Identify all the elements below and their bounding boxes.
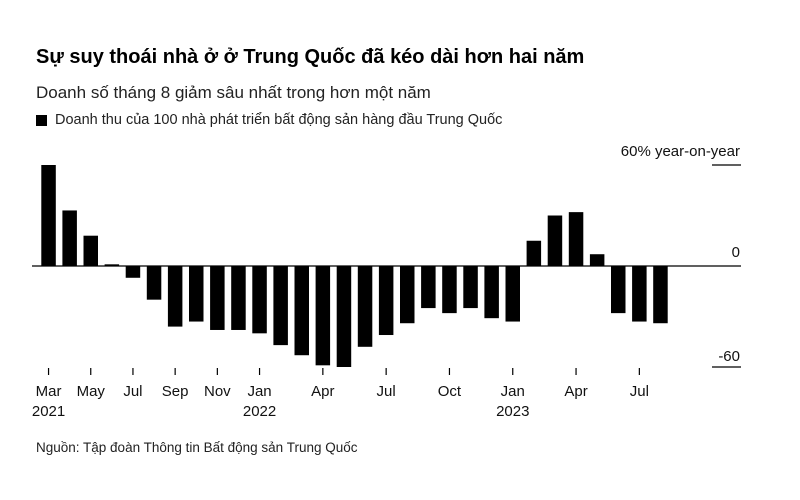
x-tick-label: Jul	[123, 383, 142, 400]
x-tick-label: Jan	[501, 383, 525, 400]
bar-2021-10	[189, 266, 204, 322]
bar-2023-06	[611, 266, 626, 314]
x-tick-label: Sep	[162, 383, 189, 400]
x-year-label: 2022	[243, 403, 276, 420]
bar-2023-08	[653, 266, 668, 324]
chart-subtitle: Doanh số tháng 8 giảm sâu nhất trong hơn…	[36, 83, 431, 102]
y-tick-label: 60% year-on-year	[621, 143, 740, 160]
bar-2022-11	[463, 266, 478, 309]
bar-2022-04	[315, 266, 331, 366]
bar-2021-04	[62, 210, 77, 266]
y-tick-label: 0	[732, 244, 740, 261]
x-tick-label: Oct	[438, 383, 462, 400]
chart-title: Sự suy thoái nhà ở ở Trung Quốc đã kéo d…	[36, 46, 585, 68]
bar-2023-01	[505, 266, 520, 322]
x-tick-label: May	[77, 383, 106, 400]
x-tick-label: Nov	[204, 383, 231, 400]
bar-2022-02	[273, 266, 288, 346]
bar-2023-02	[526, 240, 542, 266]
bar-2021-08	[146, 266, 162, 300]
bar-2022-08	[400, 266, 415, 324]
bar-2022-06	[357, 266, 373, 347]
bar-2021-05	[83, 235, 98, 266]
x-tick-label: Apr	[564, 383, 587, 400]
bar-2022-07	[378, 266, 394, 336]
legend: Doanh thu của 100 nhà phát triển bất độn…	[36, 112, 502, 128]
x-tick-label: Jul	[630, 383, 649, 400]
y-tick-label: -60	[718, 348, 740, 365]
bar-2022-12	[484, 266, 499, 319]
x-tick-label: Mar	[36, 383, 62, 400]
bar-2022-03	[294, 266, 309, 356]
x-tick-label: Jan	[247, 383, 271, 400]
x-tick-label: Jul	[377, 383, 396, 400]
legend-swatch	[36, 114, 47, 126]
bar-2023-07	[632, 266, 647, 322]
legend-label: Doanh thu của 100 nhà phát triển bất độn…	[55, 112, 503, 128]
bar-2021-06	[104, 264, 120, 266]
bar-2021-12	[231, 266, 246, 330]
bar-2023-03	[547, 215, 563, 266]
bar-2023-04	[568, 212, 584, 266]
bar-2022-01	[252, 266, 267, 334]
x-year-label: 2021	[32, 403, 65, 420]
source-note: Nguồn: Tập đoàn Thông tin Bất động sản T…	[36, 440, 358, 455]
bar-2022-05	[336, 266, 352, 367]
bar-2021-07	[125, 266, 141, 278]
bar-2022-10	[442, 266, 457, 314]
x-year-label: 2023	[496, 403, 529, 420]
bar-2022-09	[421, 266, 436, 309]
bar-2021-03	[41, 165, 56, 266]
x-tick-label: Apr	[311, 383, 334, 400]
bar-2023-05	[589, 254, 605, 266]
bar-2021-11	[210, 266, 225, 330]
bar-2021-09	[167, 266, 183, 327]
